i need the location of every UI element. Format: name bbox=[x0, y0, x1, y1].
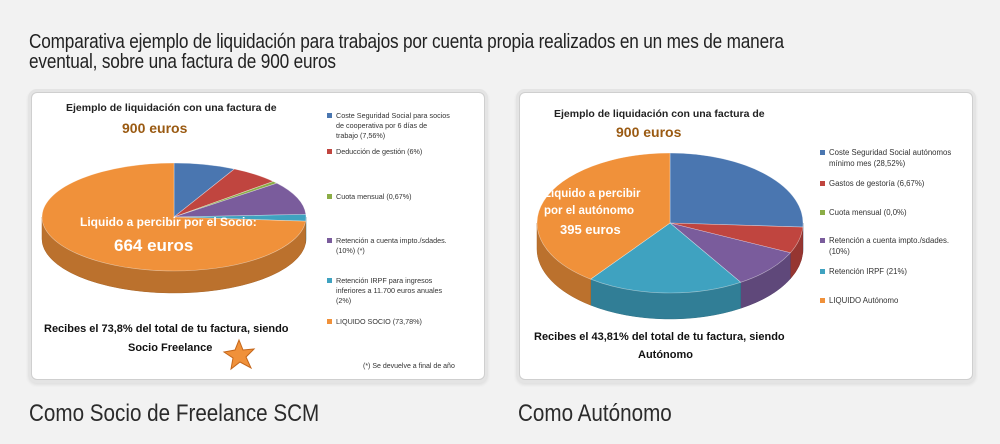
legend-label: Coste Seguridad Social autónomos bbox=[829, 148, 951, 157]
legend-item-2: Gastos de gestoría (6,67%) bbox=[820, 179, 925, 188]
legend-label: de cooperativa por 6 días de bbox=[336, 121, 427, 130]
legend-swatch bbox=[327, 238, 332, 243]
legend-item-1: Coste Seguridad Social autónomos mínimo m… bbox=[820, 148, 951, 168]
pie-slice-1 bbox=[669, 152, 804, 228]
legend-swatch bbox=[820, 181, 825, 186]
legend-item-2: Deducción de gestión (6%) bbox=[327, 147, 422, 156]
legend-label: Cuota mensual (0,0%) bbox=[829, 208, 907, 217]
legend-swatch bbox=[327, 319, 332, 324]
legend-swatch bbox=[820, 238, 825, 243]
chart-header-amount: 900 euros bbox=[616, 124, 682, 140]
legend-label: (2%) bbox=[336, 296, 351, 305]
legend-label: (10%) bbox=[829, 247, 850, 256]
pie-slice-6 bbox=[41, 162, 306, 272]
pie-slice-4 bbox=[173, 182, 307, 218]
summary-line1: Recibes el 43,81% del total de tu factur… bbox=[534, 331, 785, 343]
legend-label: Retención IRPF (21%) bbox=[829, 267, 907, 276]
legend-swatch bbox=[820, 210, 825, 215]
legend-label: Cuota mensual (0,67%) bbox=[336, 192, 412, 201]
pie-chart-autonomo: Ejemplo de liquidación con una factura d… bbox=[534, 108, 951, 361]
pie-top bbox=[41, 162, 307, 272]
legend-label: mínimo mes (28,52%) bbox=[829, 159, 906, 168]
pie-sides bbox=[536, 222, 804, 320]
asterisk-icon bbox=[222, 338, 256, 371]
footnote: (*) Se devuelve a final de año bbox=[363, 363, 455, 370]
legend-label: LIQUIDO Autónomo bbox=[829, 296, 899, 305]
legend-swatch bbox=[327, 194, 332, 199]
legend-label: Coste Seguridad Social para socios bbox=[336, 111, 450, 120]
summary-line2: Socio Freelance bbox=[128, 342, 212, 354]
slice-label-line2: por el autónomo bbox=[544, 205, 634, 217]
summary-line1: Recibes el 73,8% del total de tu factura… bbox=[44, 323, 289, 335]
legend-label: Retención IRPF para ingresos bbox=[336, 276, 433, 285]
summary-line2: Autónomo bbox=[638, 349, 693, 361]
legend-label: Gastos de gestoría (6,67%) bbox=[829, 179, 925, 188]
legend-label: inferiores a 11.700 euros anuales bbox=[336, 286, 443, 295]
legend-item-4: Retención a cuenta impto./sdades. (10%) bbox=[820, 236, 949, 256]
chart-panel-autonomo: Ejemplo de liquidación con una factura d… bbox=[519, 92, 973, 380]
slice-label-amount: 395 euros bbox=[560, 222, 621, 237]
pie-top bbox=[536, 152, 804, 294]
page-title: Comparativa ejemplo de liquidación para … bbox=[29, 31, 784, 73]
pie-slice-6 bbox=[536, 152, 671, 280]
legend-item-6: LIQUIDO SOCIO (73,78%) bbox=[327, 317, 422, 326]
legend-item-5: Retención IRPF (21%) bbox=[820, 267, 907, 276]
legend-label: LIQUIDO SOCIO (73,78%) bbox=[336, 317, 422, 326]
legend-label: Deducción de gestión (6%) bbox=[336, 147, 422, 156]
legend-label: Retención a cuenta impto./sdades. bbox=[829, 236, 949, 245]
legend-swatch bbox=[820, 298, 825, 303]
pie-slice-5 bbox=[590, 222, 742, 294]
legend: Coste Seguridad Social autónomos mínimo m… bbox=[820, 148, 951, 305]
legend-label: Retención a cuenta impto./sdades. bbox=[336, 236, 447, 245]
legend-item-4: Retención a cuenta impto./sdades.(10%) (… bbox=[327, 236, 447, 255]
legend-swatch bbox=[327, 113, 332, 118]
slice-label-line1: Liquido a percibir por el Socio: bbox=[80, 215, 257, 229]
legend-swatch bbox=[820, 269, 825, 274]
legend-swatch bbox=[327, 149, 332, 154]
slice-label-amount: 664 euros bbox=[114, 236, 193, 255]
legend-item-3: Cuota mensual (0,0%) bbox=[820, 208, 907, 217]
legend-swatch bbox=[820, 150, 825, 155]
legend-item-6: LIQUIDO Autónomo bbox=[820, 296, 899, 305]
legend-label: (10%) (*) bbox=[336, 246, 365, 255]
caption-autonomo: Como Autónomo bbox=[518, 400, 672, 427]
legend-item-3: Cuota mensual (0,67%) bbox=[327, 192, 412, 201]
chart-header-line1: Ejemplo de liquidación con una factura d… bbox=[66, 102, 277, 114]
legend-label: trabajo (7,56%) bbox=[336, 131, 385, 140]
chart-panel-socio: Ejemplo de liquidación con una factura d… bbox=[31, 92, 485, 380]
slice-label-line1: Liquido a percibir bbox=[544, 188, 641, 200]
legend-swatch bbox=[327, 278, 332, 283]
pie-chart-socio: Ejemplo de liquidación con una factura d… bbox=[41, 102, 455, 371]
caption-socio: Como Socio de Freelance SCM bbox=[29, 400, 320, 427]
chart-header-amount: 900 euros bbox=[122, 120, 188, 136]
chart-header-line1: Ejemplo de liquidación con una factura d… bbox=[554, 108, 765, 120]
